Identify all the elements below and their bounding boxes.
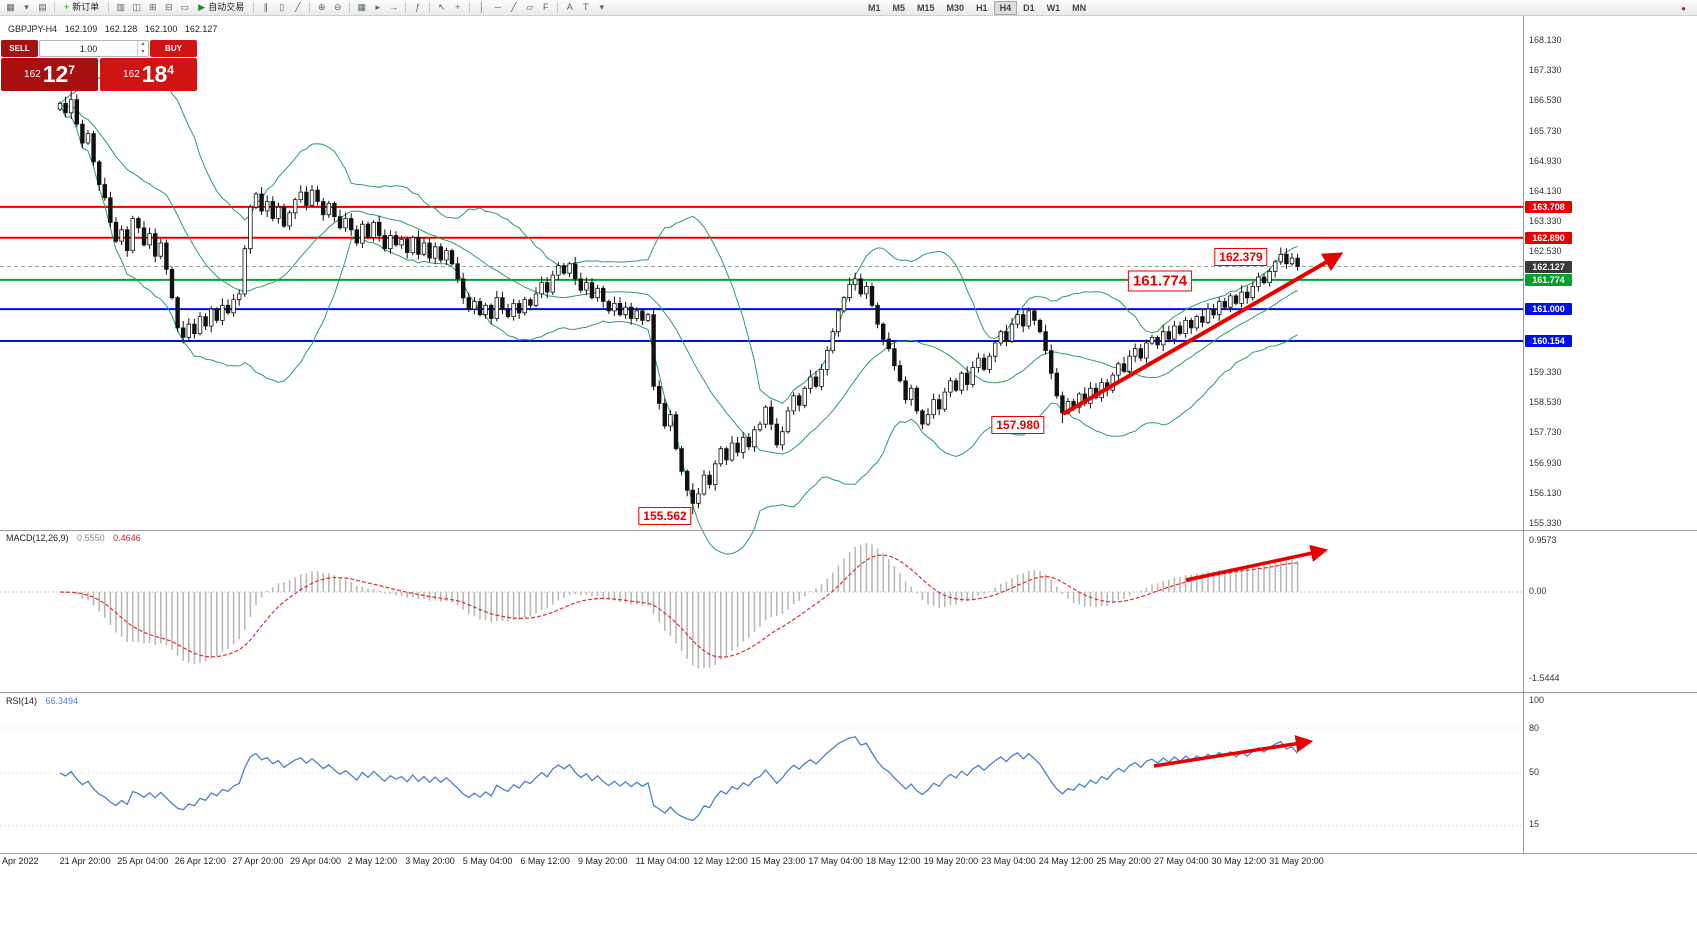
sell-price-sup: 7 [68, 63, 75, 77]
timeframe-d1[interactable]: D1 [1023, 3, 1035, 13]
symbol-period-label: GBPJPY-H4 [8, 24, 58, 34]
macd-name: MACD(12,26,9) [6, 533, 69, 543]
toolbar: ▦ ▾ ▤ + 新订单 ▥ ◫ ⊞ ⊟ ▭ ▶ 自动交易 ∥ ▯ ╱ ⊕ ⊖ ▦… [0, 0, 1697, 16]
macd-signal-value: 0.4646 [113, 533, 141, 543]
sell-price-prefix: 162 [24, 69, 41, 80]
buy-button[interactable]: BUY [150, 40, 197, 57]
rsi-value: 66.3494 [45, 696, 79, 706]
fibonacci-icon[interactable]: F [542, 2, 549, 12]
data-window-icon[interactable]: ◫ [132, 2, 142, 12]
autotrade-play-icon: ▶ [198, 2, 206, 12]
zoom-out-icon[interactable]: ⊖ [333, 2, 342, 12]
stepper-up-icon[interactable]: ▴ [141, 41, 145, 47]
time-axis-line [0, 853, 1697, 854]
crosshair-icon[interactable]: + [455, 2, 461, 12]
toolbar-separator [429, 2, 431, 13]
close-value: 162.127 [184, 24, 218, 34]
cursor-icon[interactable]: ↖ [437, 2, 446, 12]
buy-price-prefix: 162 [123, 69, 140, 80]
autotrade-label: 自动交易 [208, 2, 245, 12]
timeframe-w1[interactable]: W1 [1046, 3, 1061, 13]
timeframe-m1[interactable]: M1 [868, 3, 881, 13]
rsi-name: RSI(14) [6, 696, 38, 706]
new-order-button[interactable]: + 新订单 [59, 1, 104, 15]
label-tool-icon[interactable]: T [582, 2, 589, 12]
vertical-line-icon[interactable]: │ [478, 2, 485, 12]
candlestick-chart-icon[interactable]: ▯ [279, 2, 285, 12]
chart-shift-icon[interactable]: → [389, 2, 399, 12]
volume-value: 1.00 [79, 43, 98, 54]
timeframe-h1[interactable]: H1 [976, 3, 988, 13]
market-watch-icon[interactable]: ▥ [116, 2, 126, 12]
line-chart-icon[interactable]: ╱ [295, 2, 301, 12]
macd-indicator-label: MACD(12,26,9) 0.5550 0.4646 [6, 533, 141, 543]
buy-price-sup: 4 [167, 63, 174, 77]
chart-ohlc-header: GBPJPY-H4 162.109 162.128 162.100 162.12… [8, 24, 222, 34]
alert-icon[interactable]: ● [1681, 4, 1686, 13]
timeframe-m30[interactable]: M30 [946, 3, 965, 13]
channel-icon[interactable]: ▱ [526, 2, 534, 12]
timeframe-m5[interactable]: M5 [892, 3, 906, 13]
volume-stepper[interactable]: ▴ ▾ [137, 41, 148, 56]
new-order-label: 新订单 [72, 2, 100, 12]
profiles-icon[interactable]: ▤ [38, 2, 47, 12]
one-click-trading-panel: SELL 1.00 ▴ ▾ BUY 162 12 7 162 18 4 [1, 40, 197, 91]
terminal-icon[interactable]: ⊟ [165, 2, 173, 12]
toolbar-separator [108, 2, 110, 13]
toolbar-separator [309, 2, 311, 13]
sell-price-button[interactable]: 162 12 7 [1, 58, 98, 91]
navigator-icon[interactable]: ⊞ [149, 2, 157, 12]
autotrade-button[interactable]: ▶ 自动交易 [193, 1, 249, 15]
open-value: 162.109 [64, 24, 98, 34]
shapes-dropdown-icon[interactable]: ▾ [599, 2, 604, 12]
new-chart-icon[interactable]: ▦ [6, 2, 15, 12]
sell-price-main: 12 [42, 61, 69, 87]
low-value: 162.100 [144, 24, 178, 34]
timeframe-h4[interactable]: H4 [993, 1, 1018, 15]
toolbar-separator [349, 2, 351, 13]
sell-button[interactable]: SELL [1, 40, 38, 57]
toolbar-separator [54, 2, 55, 13]
macd-main-value: 0.5550 [77, 533, 105, 543]
bar-chart-icon[interactable]: ∥ [263, 2, 268, 12]
zoom-in-icon[interactable]: ⊕ [317, 2, 326, 12]
rsi-indicator-label: RSI(14) 66.3494 [6, 696, 78, 706]
tile-windows-icon[interactable]: ▦ [357, 2, 366, 12]
high-value: 162.128 [104, 24, 138, 34]
toolbar-separator [469, 2, 471, 13]
rsi-panel-separator[interactable] [0, 692, 1697, 693]
indicators-icon[interactable]: ƒ [415, 2, 421, 12]
trendline-icon[interactable]: ╱ [511, 2, 517, 12]
auto-scroll-icon[interactable]: ▸ [375, 2, 380, 12]
toolbar-separator [253, 2, 255, 13]
volume-input[interactable]: 1.00 ▴ ▾ [39, 40, 149, 57]
buy-price-main: 18 [141, 61, 168, 87]
timeframe-m15[interactable]: M15 [917, 3, 935, 13]
strategy-tester-icon[interactable]: ▭ [180, 2, 190, 12]
horizontal-line-icon[interactable]: ─ [494, 2, 501, 12]
chart-dropdown-icon[interactable]: ▾ [24, 2, 29, 12]
macd-panel-separator[interactable] [0, 530, 1697, 531]
text-tool-icon[interactable]: A [566, 2, 573, 12]
toolbar-separator [405, 2, 407, 13]
stepper-down-icon[interactable]: ▾ [141, 48, 145, 55]
timeframe-mn[interactable]: MN [1072, 3, 1087, 13]
price-axis-border[interactable] [1523, 16, 1524, 854]
new-order-icon: + [64, 2, 70, 12]
buy-price-button[interactable]: 162 18 4 [100, 58, 197, 91]
timeframe-group: M1 M5 M15 M30 H1 H4 D1 W1 MN [862, 1, 1092, 15]
toolbar-separator [557, 2, 559, 13]
